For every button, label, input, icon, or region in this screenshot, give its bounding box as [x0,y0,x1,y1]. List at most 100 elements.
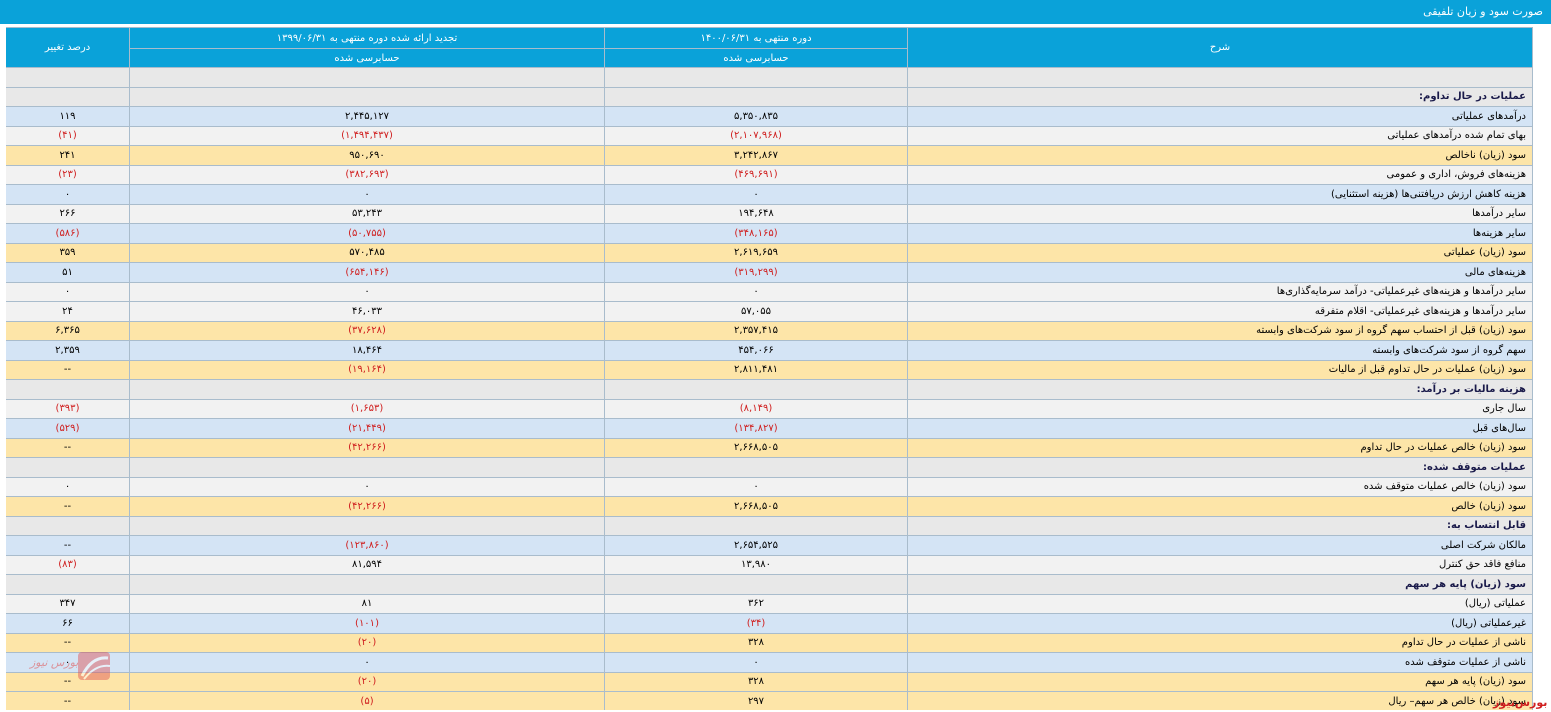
row-change: (۵۲۹) [6,418,130,439]
row-desc: سود (زیان) عملیات در حال تداوم قبل از ما… [907,359,1533,380]
row-previous [129,574,605,595]
row-desc: ناشی از عملیات در حال تداوم [907,632,1533,653]
table-row: سود (زیان) خالص هر سهم– ریال ۲۹۷ (۵) -- [6,691,1533,710]
row-previous: (۱۰۱) [129,613,605,634]
table-row: هزینه کاهش ارزش دریافتنی‌ها (هزینه استثن… [6,184,1533,205]
row-previous: (۳۷,۶۲۸) [129,320,605,341]
header-status-row: حسابرسی شده حسابرسی شده [6,48,1533,68]
row-desc: بهای تمام شده درآمدهای عملیاتی [907,125,1533,146]
row-current: ۲,۶۶۸,۵۰۵ [604,437,908,458]
row-previous: (۲۰) [129,632,605,653]
row-desc: سود (زیان) خالص عملیات در حال تداوم [907,437,1533,458]
header-row: شرح دوره منتهی به ۱۴۰۰/۰۶/۳۱ تجدید ارائه… [6,27,1533,68]
table-row: سال‌های قبل (۱۳۴,۸۲۷) (۲۱,۴۴۹) (۵۲۹) [6,418,1533,439]
row-previous: (۱,۴۹۴,۴۳۷) [129,125,605,146]
page-title: صورت سود و زیان تلفیقی [1423,5,1543,18]
table-row: سود (زیان) عملیاتی ۲,۶۱۹,۶۵۹ ۵۷۰,۴۸۵ ۳۵۹ [6,242,1533,263]
row-desc: سود (زیان) قبل از احتساب سهم گروه از سود… [907,320,1533,341]
row-previous: ۱۸,۴۶۴ [129,340,605,361]
row-change: ۶,۳۶۵ [6,320,130,341]
row-current [604,67,908,88]
row-change: ۰ [6,476,130,497]
row-change: -- [6,691,130,710]
row-current: ۰ [604,476,908,497]
table-row: سایر درآمدها و هزینه‌های غیرعملیاتی- درآ… [6,281,1533,302]
row-desc: منافع فاقد حق کنترل [907,554,1533,575]
row-current: ۱۳,۹۸۰ [604,554,908,575]
row-current: ۲,۶۵۴,۵۲۵ [604,535,908,556]
table-row: سود (زیان) خالص عملیات متوقف شده ۰ ۰ ۰ [6,476,1533,497]
table-row: مالکان شرکت اصلی ۲,۶۵۴,۵۲۵ (۱۲۳,۸۶۰) -- [6,535,1533,556]
row-desc: سود (زیان) خالص عملیات متوقف شده [907,476,1533,497]
row-desc: سود (زیان) خالص هر سهم– ریال [907,691,1533,710]
table-row: هزینه‌های فروش، اداری و عمومی (۴۶۹,۶۹۱) (۳… [6,164,1533,185]
row-desc: سود (زیان) عملیاتی [907,242,1533,263]
row-change [6,515,130,536]
row-previous: ۸۱ [129,593,605,614]
row-previous: (۶۵۴,۱۴۶) [129,262,605,283]
row-current: ۵۷,۰۵۵ [604,301,908,322]
watermark-text: بورس نیوز [30,656,79,669]
row-current: (۲,۱۰۷,۹۶۸) [604,125,908,146]
row-change: ۳۴۷ [6,593,130,614]
table-row: سایر هزینه‌ها (۳۴۸,۱۶۵) (۵۰,۷۵۵) (۵۸۶) [6,223,1533,244]
row-previous: ۰ [129,476,605,497]
row-current: ۵,۳۵۰,۸۳۵ [604,106,908,127]
table-row: سهم گروه از سود شرکت‌های وابسته ۴۵۴,۰۶۶ ۱۸… [6,340,1533,361]
row-change: (۵۸۶) [6,223,130,244]
row-change [6,457,130,478]
row-desc: سود (زیان) پایه هر سهم [907,574,1533,595]
row-current: ۲,۸۱۱,۴۸۱ [604,359,908,380]
col-desc-header: شرح [907,27,1533,68]
row-previous: (۱,۶۵۳) [129,398,605,419]
row-desc [907,67,1533,88]
col-current-header: دوره منتهی به ۱۴۰۰/۰۶/۳۱ [604,27,908,49]
row-change: ۶۶ [6,613,130,634]
row-change: -- [6,496,130,517]
row-current: ۲,۶۱۹,۶۵۹ [604,242,908,263]
row-current [604,515,908,536]
row-desc: سایر درآمدها و هزینه‌های غیرعملیاتی- اقل… [907,301,1533,322]
row-previous: (۱۹,۱۶۴) [129,359,605,380]
row-desc: سایر درآمدها [907,203,1533,224]
row-previous: ۵۷۰,۴۸۵ [129,242,605,263]
row-current: ۲,۶۶۸,۵۰۵ [604,496,908,517]
row-previous: (۲۱,۴۴۹) [129,418,605,439]
row-previous: ۵۳,۲۴۳ [129,203,605,224]
row-desc: درآمدهای عملیاتی [907,106,1533,127]
table-row: منافع فاقد حق کنترل ۱۳,۹۸۰ ۸۱,۵۹۴ (۸۳) [6,554,1533,575]
col-current-status: حسابرسی شده [604,48,908,68]
row-desc: سود (زیان) پایه هر سهم [907,671,1533,692]
col-change-header: درصد تغییر [6,27,130,68]
table-row: سال جاری (۸,۱۴۹) (۱,۶۵۳) (۳۹۳) [6,398,1533,419]
section-row: عملیات در حال تداوم: [6,86,1533,107]
row-current: ۳,۲۴۲,۸۶۷ [604,145,908,166]
row-current: (۸,۱۴۹) [604,398,908,419]
row-current: ۳۲۸ [604,671,908,692]
table-row: ناشی از عملیات در حال تداوم ۳۲۸ (۲۰) -- [6,632,1533,653]
col-previous-status: حسابرسی شده [129,48,605,68]
row-current: ۲,۳۵۷,۴۱۵ [604,320,908,341]
table-row [6,67,1533,88]
income-statement-table: شرح دوره منتهی به ۱۴۰۰/۰۶/۳۱ تجدید ارائه… [6,27,1533,710]
row-previous: (۴۲,۲۶۶) [129,496,605,517]
row-current: ۰ [604,281,908,302]
title-bar: صورت سود و زیان تلفیقی [0,0,1551,26]
brand-label: بورس‌نیوز [1493,696,1548,709]
row-desc: غیرعملیاتی (ریال) [907,613,1533,634]
row-change [6,67,130,88]
row-previous: ۸۱,۵۹۴ [129,554,605,575]
row-previous: (۱۲۳,۸۶۰) [129,535,605,556]
row-previous: ۰ [129,281,605,302]
table-row: سود (زیان) خالص ۲,۶۶۸,۵۰۵ (۴۲,۲۶۶) -- [6,496,1533,517]
row-change [6,379,130,400]
table-row: عملیاتی (ریال) ۳۶۲ ۸۱ ۳۴۷ [6,593,1533,614]
table-row: سود (زیان) ناخالص ۳,۲۴۲,۸۶۷ ۹۵۰,۶۹۰ ۲۴۱ [6,145,1533,166]
row-current: (۴۶۹,۶۹۱) [604,164,908,185]
row-change: (۲۳) [6,164,130,185]
row-change: -- [6,535,130,556]
row-current: (۱۳۴,۸۲۷) [604,418,908,439]
row-desc: قابل انتساب به: [907,515,1533,536]
row-current: ۰ [604,652,908,673]
row-change: ۵۱ [6,262,130,283]
